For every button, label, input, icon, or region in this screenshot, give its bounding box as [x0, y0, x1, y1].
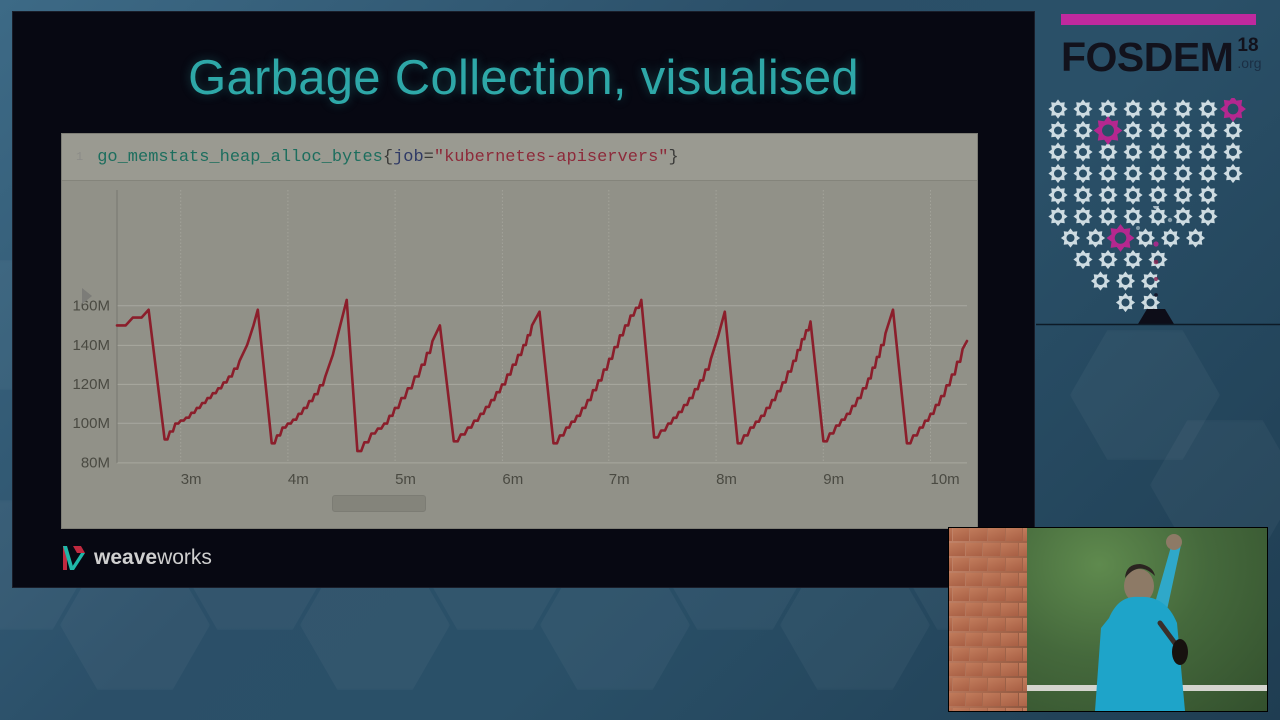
svg-text:140M: 140M	[72, 337, 110, 354]
svg-text:160M: 160M	[72, 298, 110, 315]
svg-text:4m: 4m	[288, 471, 309, 488]
svg-text:6m: 6m	[502, 471, 523, 488]
svg-text:7m: 7m	[609, 471, 630, 488]
svg-text:10m: 10m	[931, 471, 960, 488]
svg-text:9m: 9m	[823, 471, 844, 488]
svg-text:8m: 8m	[716, 471, 737, 488]
svg-text:3m: 3m	[181, 471, 202, 488]
svg-text:100M: 100M	[72, 415, 110, 432]
svg-text:120M: 120M	[72, 376, 110, 393]
svg-text:80M: 80M	[81, 455, 110, 472]
svg-text:5m: 5m	[395, 471, 416, 488]
